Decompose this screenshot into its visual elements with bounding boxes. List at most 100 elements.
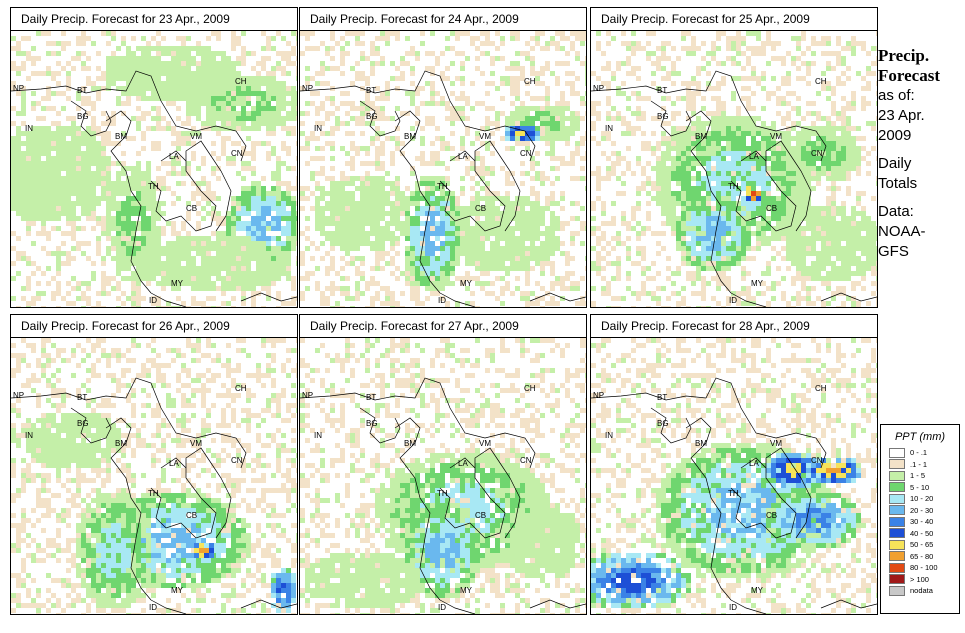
- legend-swatch: [889, 470, 905, 481]
- forecast-panel-27apr: Daily Precip. Forecast for 27 Apr., 2009…: [299, 314, 587, 615]
- map-label-np: NP: [302, 391, 313, 400]
- legend-label: 50 - 65: [910, 540, 934, 550]
- map-label-id: ID: [149, 603, 157, 612]
- map-label-vm: VM: [770, 132, 782, 141]
- panel-title: Daily Precip. Forecast for 26 Apr., 2009: [11, 315, 297, 338]
- map-label-cb: CB: [475, 511, 486, 520]
- map-label-in: IN: [605, 124, 613, 133]
- map-label-in: IN: [314, 124, 322, 133]
- forecast-panel-24apr: Daily Precip. Forecast for 24 Apr., 2009…: [299, 7, 587, 308]
- legend-swatch: [889, 562, 905, 573]
- data-line3: GFS: [878, 243, 909, 260]
- map-label-cb: CB: [186, 204, 197, 213]
- map-label-la: LA: [458, 459, 468, 468]
- forecast-panel-26apr: Daily Precip. Forecast for 26 Apr., 2009…: [10, 314, 298, 615]
- map-label-in: IN: [25, 124, 33, 133]
- map-label-my: MY: [751, 586, 764, 595]
- legend-item: 50 - 65: [889, 539, 959, 551]
- map-canvas: NP BT BG IN BM CH VM LA TH CB MY ID CN: [300, 31, 586, 307]
- map-label-bt: BT: [366, 393, 376, 402]
- precip-map[interactable]: NP BT BG IN BM CH VM LA TH CB MY ID CN: [300, 31, 586, 307]
- legend-label: 40 - 50: [910, 528, 934, 538]
- legend-label: .1 - 1: [910, 459, 928, 469]
- precip-map[interactable]: NP BT BG IN BM CH VM LA TH CB MY ID CN: [591, 31, 877, 307]
- map-label-vm: VM: [190, 132, 202, 141]
- daily-line2: Totals: [878, 175, 918, 192]
- daily-line1: Daily: [878, 155, 912, 172]
- legend-swatch: [889, 493, 905, 504]
- panel-title: Daily Precip. Forecast for 27 Apr., 2009: [300, 315, 586, 338]
- legend-item: > 100: [889, 574, 959, 586]
- legend-swatch: [889, 459, 905, 470]
- legend-label: 1 - 5: [910, 471, 926, 481]
- map-label-ch: CH: [524, 77, 536, 86]
- map-canvas: NP BT BG IN BM CH VM LA TH CB MY ID CN: [11, 31, 297, 307]
- map-canvas: NP BT BG IN BM CH VM LA TH CB MY ID CN: [591, 31, 877, 307]
- legend-label: 65 - 80: [910, 551, 934, 561]
- map-label-bm: BM: [115, 132, 127, 141]
- map-label-la: LA: [749, 459, 759, 468]
- legend-label: 20 - 30: [910, 505, 934, 515]
- map-label-bg: BG: [366, 419, 378, 428]
- legend-title: PPT (mm): [894, 431, 946, 443]
- legend-item: 10 - 20: [889, 493, 959, 505]
- map-label-bm: BM: [404, 132, 416, 141]
- map-canvas: NP BT BG IN BM CH VM LA TH CB MY ID CN: [300, 338, 586, 614]
- legend-item: 65 - 80: [889, 551, 959, 563]
- map-label-np: NP: [593, 391, 604, 400]
- map-label-ch: CH: [815, 384, 827, 393]
- map-label-la: LA: [169, 152, 179, 161]
- legend-swatch: [889, 539, 905, 550]
- panel-title: Daily Precip. Forecast for 25 Apr., 2009: [591, 8, 877, 31]
- precip-map[interactable]: NP BT BG IN BM CH VM LA TH CB MY ID CN: [300, 338, 586, 614]
- legend-label: 0 - .1: [910, 448, 928, 458]
- map-label-bt: BT: [657, 393, 667, 402]
- asof-line3: 2009: [878, 127, 912, 144]
- legend-item: 30 - 40: [889, 516, 959, 528]
- legend-item: .1 - 1: [889, 459, 959, 471]
- panel-title: Daily Precip. Forecast for 28 Apr., 2009: [591, 315, 877, 338]
- forecast-panel-25apr: Daily Precip. Forecast for 25 Apr., 2009…: [590, 7, 878, 308]
- map-label-my: MY: [460, 586, 473, 595]
- legend-label: 5 - 10: [910, 482, 930, 492]
- map-label-cb: CB: [475, 204, 486, 213]
- map-label-vm: VM: [190, 439, 202, 448]
- map-canvas: NP BT BG IN BM CH VM LA TH CB MY ID CN: [11, 338, 297, 614]
- legend-swatch: [889, 528, 905, 539]
- map-label-cn: CN: [811, 149, 823, 158]
- asof-line2: 23 Apr.: [878, 107, 925, 124]
- map-label-np: NP: [13, 391, 24, 400]
- precip-map[interactable]: NP BT BG IN BM CH VM LA TH CB MY ID CN: [11, 338, 297, 614]
- map-label-bt: BT: [77, 86, 87, 95]
- legend-swatch: [889, 551, 905, 562]
- map-label-cn: CN: [520, 149, 532, 158]
- map-label-bm: BM: [404, 439, 416, 448]
- map-label-id: ID: [438, 603, 446, 612]
- map-label-bm: BM: [695, 439, 707, 448]
- precip-map[interactable]: NP BT BG IN BM CH VM LA TH CB MY ID CN: [591, 338, 877, 614]
- legend-swatch: [889, 482, 905, 493]
- map-label-bt: BT: [77, 393, 87, 402]
- map-label-ch: CH: [235, 77, 247, 86]
- map-label-bg: BG: [657, 112, 669, 121]
- map-label-vm: VM: [479, 132, 491, 141]
- legend-item: 0 - .1: [889, 447, 959, 459]
- map-label-bg: BG: [657, 419, 669, 428]
- map-label-th: TH: [437, 182, 448, 191]
- legend-item: 5 - 10: [889, 482, 959, 494]
- map-label-cb: CB: [766, 511, 777, 520]
- panel-title: Daily Precip. Forecast for 24 Apr., 2009: [300, 8, 586, 31]
- map-label-cn: CN: [231, 456, 243, 465]
- map-label-th: TH: [728, 489, 739, 498]
- map-label-id: ID: [149, 296, 157, 305]
- map-label-la: LA: [749, 152, 759, 161]
- precip-map[interactable]: NP BT BG IN BM CH VM LA TH CB MY ID CN: [11, 31, 297, 307]
- map-label-my: MY: [171, 279, 184, 288]
- map-label-th: TH: [437, 489, 448, 498]
- map-label-vm: VM: [770, 439, 782, 448]
- map-label-bm: BM: [695, 132, 707, 141]
- forecast-panel-28apr: Daily Precip. Forecast for 28 Apr., 2009…: [590, 314, 878, 615]
- map-label-th: TH: [148, 182, 159, 191]
- map-label-cb: CB: [766, 204, 777, 213]
